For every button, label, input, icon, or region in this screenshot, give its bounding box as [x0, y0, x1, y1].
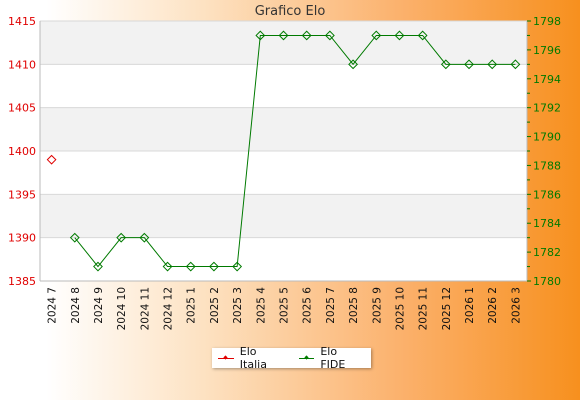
y-tick-label-right: 1784	[533, 217, 561, 230]
y-tick-label-right: 1786	[533, 188, 561, 201]
x-tick-label: 2024 8	[70, 287, 82, 324]
y-tick-label-right: 1794	[533, 73, 561, 86]
x-tick-label: 2024 7	[47, 287, 59, 324]
x-tick-label: 2026 1	[464, 287, 476, 324]
data-point-elo-fide	[209, 261, 219, 272]
x-tick-label: 2025 7	[325, 287, 337, 324]
x-tick-label: 2024 10	[116, 287, 128, 330]
data-point-elo-fide	[232, 261, 243, 272]
data-point-elo-fide	[255, 30, 266, 41]
data-point-elo-fide	[394, 30, 405, 41]
data-point-elo-fide	[185, 261, 196, 272]
y-tick-label-right: 1790	[533, 131, 561, 144]
legend-label-elo-fide: Elo FIDE	[320, 345, 346, 371]
x-tick-label: 2024 9	[93, 287, 105, 324]
x-tick-label: 2024 12	[163, 287, 175, 330]
x-tick-label: 2025 1	[186, 287, 198, 324]
y-tick-label-left: 1385	[8, 275, 36, 288]
plot-band	[40, 21, 527, 65]
x-tick-label: 2026 2	[487, 287, 499, 324]
legend-item-elo-italia: Elo Italia	[218, 345, 287, 371]
x-tick-label: 2025 3	[232, 287, 244, 324]
y-tick-label-right: 1780	[533, 275, 561, 288]
data-point-elo-fide	[348, 59, 358, 70]
x-tick-label: 2025 6	[302, 287, 314, 324]
series-line-elo-fide	[74, 34, 516, 268]
x-tick-label: 2025 11	[418, 287, 430, 330]
legend-label-elo-italia: Elo Italia	[239, 345, 267, 371]
y-tick-label-left: 1390	[8, 232, 36, 245]
x-tick-label: 2025 5	[279, 287, 291, 324]
legend-marker-elo-fide	[298, 353, 315, 363]
y-tick-label-left: 1400	[8, 145, 36, 158]
y-tick-label-left: 1405	[8, 102, 36, 115]
data-point-elo-fide	[440, 59, 451, 70]
x-tick-label: 2025 8	[348, 287, 360, 324]
data-point-elo-fide	[301, 30, 312, 41]
x-tick-label: 2025 12	[441, 287, 453, 330]
data-point-elo-italia	[46, 154, 57, 165]
legend-marker-elo-italia	[218, 353, 234, 363]
data-point-elo-fide	[324, 30, 335, 41]
y-tick-label-right: 1782	[533, 246, 561, 259]
x-tick-label: 2024 11	[139, 287, 151, 330]
y-tick-label-left: 1415	[8, 15, 36, 28]
data-point-elo-fide	[510, 59, 521, 70]
data-point-elo-fide	[487, 59, 498, 70]
y-tick-label-right: 1792	[533, 102, 561, 115]
x-tick-label: 2026 3	[510, 287, 522, 324]
plot-band	[40, 194, 527, 238]
x-tick-label: 2025 2	[209, 287, 221, 324]
data-point-elo-fide	[162, 261, 173, 272]
chart-title: Grafico Elo	[254, 4, 326, 19]
legend: Elo Italia Elo FIDE	[212, 345, 371, 371]
plot-band	[40, 107, 527, 151]
data-point-elo-fide	[69, 232, 80, 243]
data-point-elo-fide	[116, 232, 127, 243]
data-point-elo-fide	[464, 59, 474, 70]
x-tick-label: 2025 4	[255, 287, 267, 324]
x-tick-label: 2025 9	[371, 287, 383, 324]
y-tick-label-right: 1796	[533, 44, 561, 57]
data-point-elo-fide	[278, 30, 289, 41]
y-tick-label-right: 1788	[533, 159, 561, 172]
y-tick-label-left: 1395	[8, 188, 36, 201]
x-tick-label: 2025 10	[394, 287, 406, 330]
data-point-elo-fide	[93, 261, 103, 272]
data-point-elo-fide	[371, 30, 382, 41]
data-point-elo-fide	[417, 30, 428, 41]
y-tick-label-right: 1798	[533, 15, 561, 28]
legend-item-elo-fide: Elo FIDE	[298, 345, 365, 371]
y-tick-label-left: 1410	[8, 58, 36, 71]
data-point-elo-fide	[139, 232, 150, 243]
